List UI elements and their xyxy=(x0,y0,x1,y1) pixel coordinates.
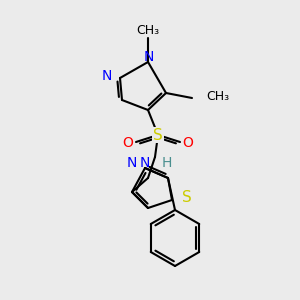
Text: N: N xyxy=(102,69,112,83)
Text: N: N xyxy=(144,50,154,64)
Text: CH₃: CH₃ xyxy=(206,89,229,103)
Text: S: S xyxy=(153,128,163,142)
Text: N: N xyxy=(140,156,150,170)
Text: CH₃: CH₃ xyxy=(136,23,160,37)
Text: S: S xyxy=(182,190,192,206)
Text: N: N xyxy=(127,156,137,170)
Text: H: H xyxy=(162,156,172,170)
Text: O: O xyxy=(123,136,134,150)
Text: O: O xyxy=(183,136,194,150)
